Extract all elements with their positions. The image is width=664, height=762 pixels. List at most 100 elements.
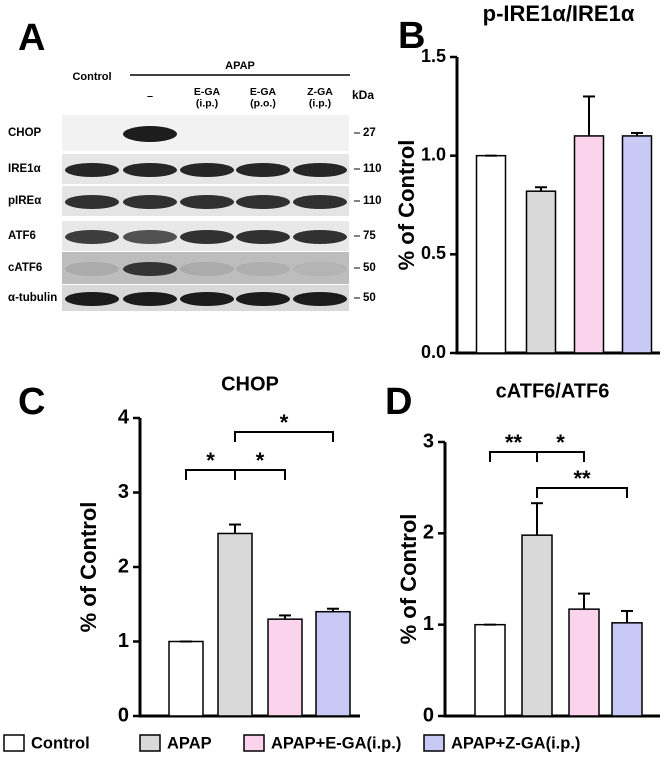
blot-band [123,292,177,306]
kda-label: 110 [363,195,382,207]
blot-band [65,163,119,177]
legend-swatch [243,734,265,752]
chart-title: cATF6/ATF6 [496,380,610,402]
blot-band [123,195,177,209]
blot-band [293,195,347,209]
blot-band [65,292,119,306]
significance-label: ** [573,466,591,491]
y-axis-label: % of Control [76,502,101,633]
group-label: Control [72,71,111,83]
chart-title: p-IRE1α/IRE1α [483,1,635,26]
blot-band [123,262,177,276]
kda-label: 50 [363,292,376,304]
blot-band [293,230,347,244]
blot-strip [62,252,349,284]
blot-band [236,292,290,306]
panel-label: D [385,381,412,423]
lane-label: Z-GA (i.p.) [307,86,333,110]
error-bar [578,592,590,610]
blot-band [65,195,119,209]
y-tick-label: 0.0 [421,342,446,362]
blot-band [65,230,119,244]
blot-band [180,292,234,306]
kda-label: 75 [363,230,376,242]
y-tick-label: 1.0 [421,144,446,164]
legend-label: APAP+Z-GA(i.p.) [451,734,580,752]
blot-band [236,195,290,209]
blot-band [180,230,234,244]
error-bar [621,609,633,623]
blot-band [236,163,290,177]
kda-unit: kDa [352,88,374,102]
lane-label: – [147,90,153,102]
panel-label: A [18,17,45,59]
significance-label: * [256,448,265,473]
error-bar [279,614,291,620]
blot-band [293,262,347,276]
y-tick-label: 1.5 [421,46,446,66]
blot-band [123,230,177,244]
y-tick-label: 3 [423,430,434,452]
significance-bracket [234,431,334,442]
y-axis-label: % of Control [396,514,421,645]
legend-label: APAP+E-GA(i.p.) [271,734,401,752]
y-tick-label: 1 [423,613,434,635]
significance-bracket [536,451,585,462]
bar [525,190,557,354]
legend-swatch [3,734,25,752]
panel-label: B [398,15,425,57]
bar [611,622,643,717]
y-tick-label: 0.5 [421,243,446,263]
blot-band [123,163,177,177]
error-bar [583,95,595,136]
blot-band [236,262,290,276]
bar [474,623,506,717]
chart-title: CHOP [221,373,279,395]
error-bar [327,607,339,612]
error-bar [229,523,241,534]
y-tick-label: 0 [118,704,129,726]
lane-label: E-GA (i.p.) [194,86,221,110]
y-tick-label: 0 [423,704,434,726]
significance-label: ** [505,430,523,455]
row-label: ATF6 [8,230,36,242]
blot-band [293,163,347,177]
bar [315,610,351,717]
significance-label: * [280,410,289,435]
group-label: APAP [225,60,255,72]
row-label: cATF6 [8,262,42,274]
error-bar [631,131,643,136]
bar [217,532,253,717]
significance-label: * [556,430,565,455]
row-label: α-tubulin [8,292,57,304]
row-label: CHOP [8,127,42,139]
y-tick-label: 4 [118,406,130,428]
legend-label: APAP [167,734,212,752]
bar [621,135,653,354]
significance-label: * [206,448,215,473]
kda-label: 50 [363,262,376,274]
legend-label: Control [31,734,90,752]
kda-label: 27 [363,127,376,139]
y-axis-label: % of Control [394,140,419,271]
blot-strip [62,115,349,151]
blot-band [180,262,234,276]
y-tick-label: 1 [118,630,129,652]
significance-bracket [234,469,286,480]
bar [475,154,507,354]
error-bar [535,186,547,192]
legend-swatch [139,734,161,752]
blot-band [293,292,347,306]
y-tick-label: 2 [118,555,129,577]
lane-label: E-GA (p.o.) [250,86,277,110]
blot-band [180,163,234,177]
bar [267,618,303,717]
blot-band [65,262,119,276]
blot-band [236,230,290,244]
row-label: pIREα [8,195,41,207]
bar [573,135,605,354]
bar [168,640,204,717]
row-label: IRE1α [8,163,41,175]
significance-bracket [536,487,628,498]
